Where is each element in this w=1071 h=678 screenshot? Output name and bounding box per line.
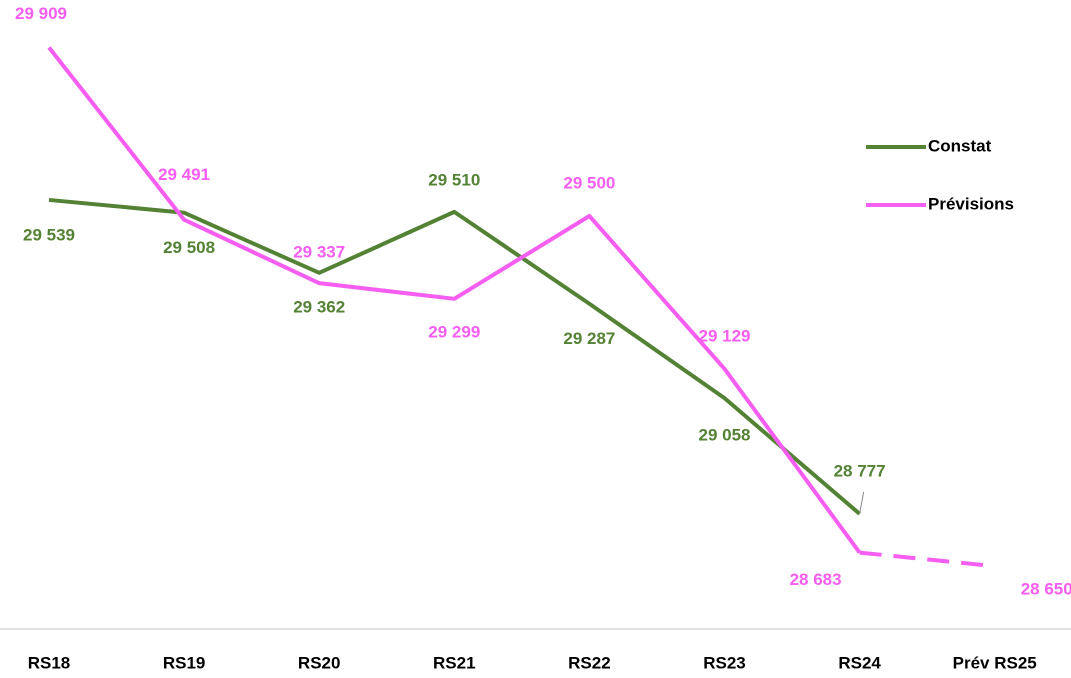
data-label: 28 683 (790, 570, 842, 589)
data-label: 29 058 (699, 426, 751, 445)
series-line (47, 46, 862, 554)
x-tick-label: RS23 (703, 653, 746, 672)
data-label: 29 508 (163, 238, 215, 257)
data-label: 29 362 (293, 297, 345, 316)
x-tick-label: RS20 (298, 653, 341, 672)
data-label: 28 777 (834, 461, 886, 480)
x-tick-label: RS24 (838, 653, 881, 672)
data-label: 29 287 (563, 329, 615, 348)
data-label: 29 299 (428, 322, 480, 341)
data-label: 29 539 (23, 225, 75, 244)
leader-line (859, 491, 865, 514)
legend-label: Prévisions (928, 194, 1014, 213)
x-tick-label: RS18 (28, 653, 71, 672)
series-line (48, 197, 861, 516)
data-label: 29 337 (293, 243, 345, 262)
x-tick-label: Prév RS25 (953, 653, 1037, 672)
data-label: 29 129 (699, 326, 751, 345)
x-tick-label: RS22 (568, 653, 611, 672)
x-tick-label: RS21 (433, 653, 476, 672)
data-label: 29 510 (428, 170, 480, 189)
data-label: 29 491 (158, 165, 210, 184)
data-label: 29 909 (15, 4, 67, 23)
series-line (859, 550, 995, 569)
x-tick-label: RS19 (163, 653, 206, 672)
legend-label: Constat (928, 136, 992, 155)
data-label: 29 500 (563, 173, 615, 192)
data-label: 28 650 (1021, 580, 1071, 599)
